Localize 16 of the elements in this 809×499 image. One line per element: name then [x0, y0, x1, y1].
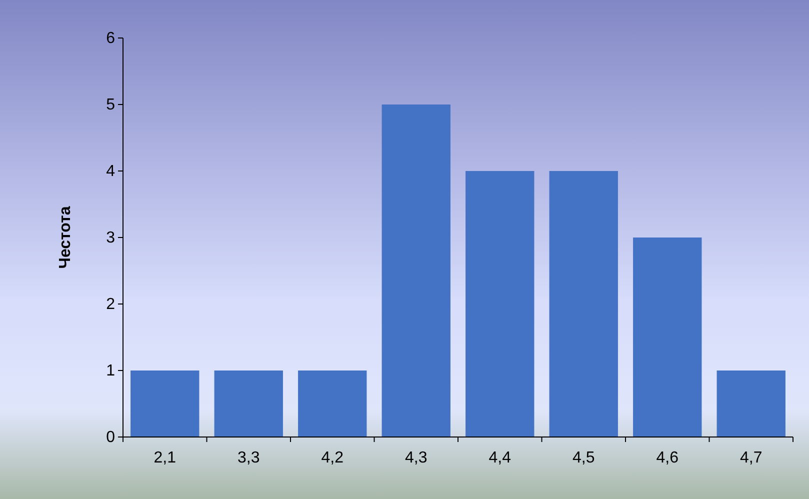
y-tick-label: 6 — [106, 30, 116, 48]
y-tick-label: 0 — [106, 429, 116, 446]
y-tick-label: 5 — [106, 96, 116, 114]
x-tick-label: 4,6 — [656, 449, 679, 466]
x-tick-label: 2,1 — [154, 449, 176, 466]
x-tick-label: 4,4 — [488, 449, 512, 466]
x-tick-label: 3,3 — [238, 449, 260, 466]
y-tick-label: 3 — [106, 230, 116, 247]
y-tick-label: 1 — [106, 362, 116, 380]
x-tick-label: 4,3 — [405, 449, 428, 466]
y-tick-label: 4 — [106, 163, 116, 180]
y-axis-title: Честота — [57, 206, 74, 269]
x-tick-label: 4,7 — [740, 449, 762, 466]
x-tick-label: 4,5 — [572, 449, 595, 466]
x-tick-label: 4,2 — [321, 449, 344, 466]
y-tick-label: 2 — [106, 296, 116, 314]
